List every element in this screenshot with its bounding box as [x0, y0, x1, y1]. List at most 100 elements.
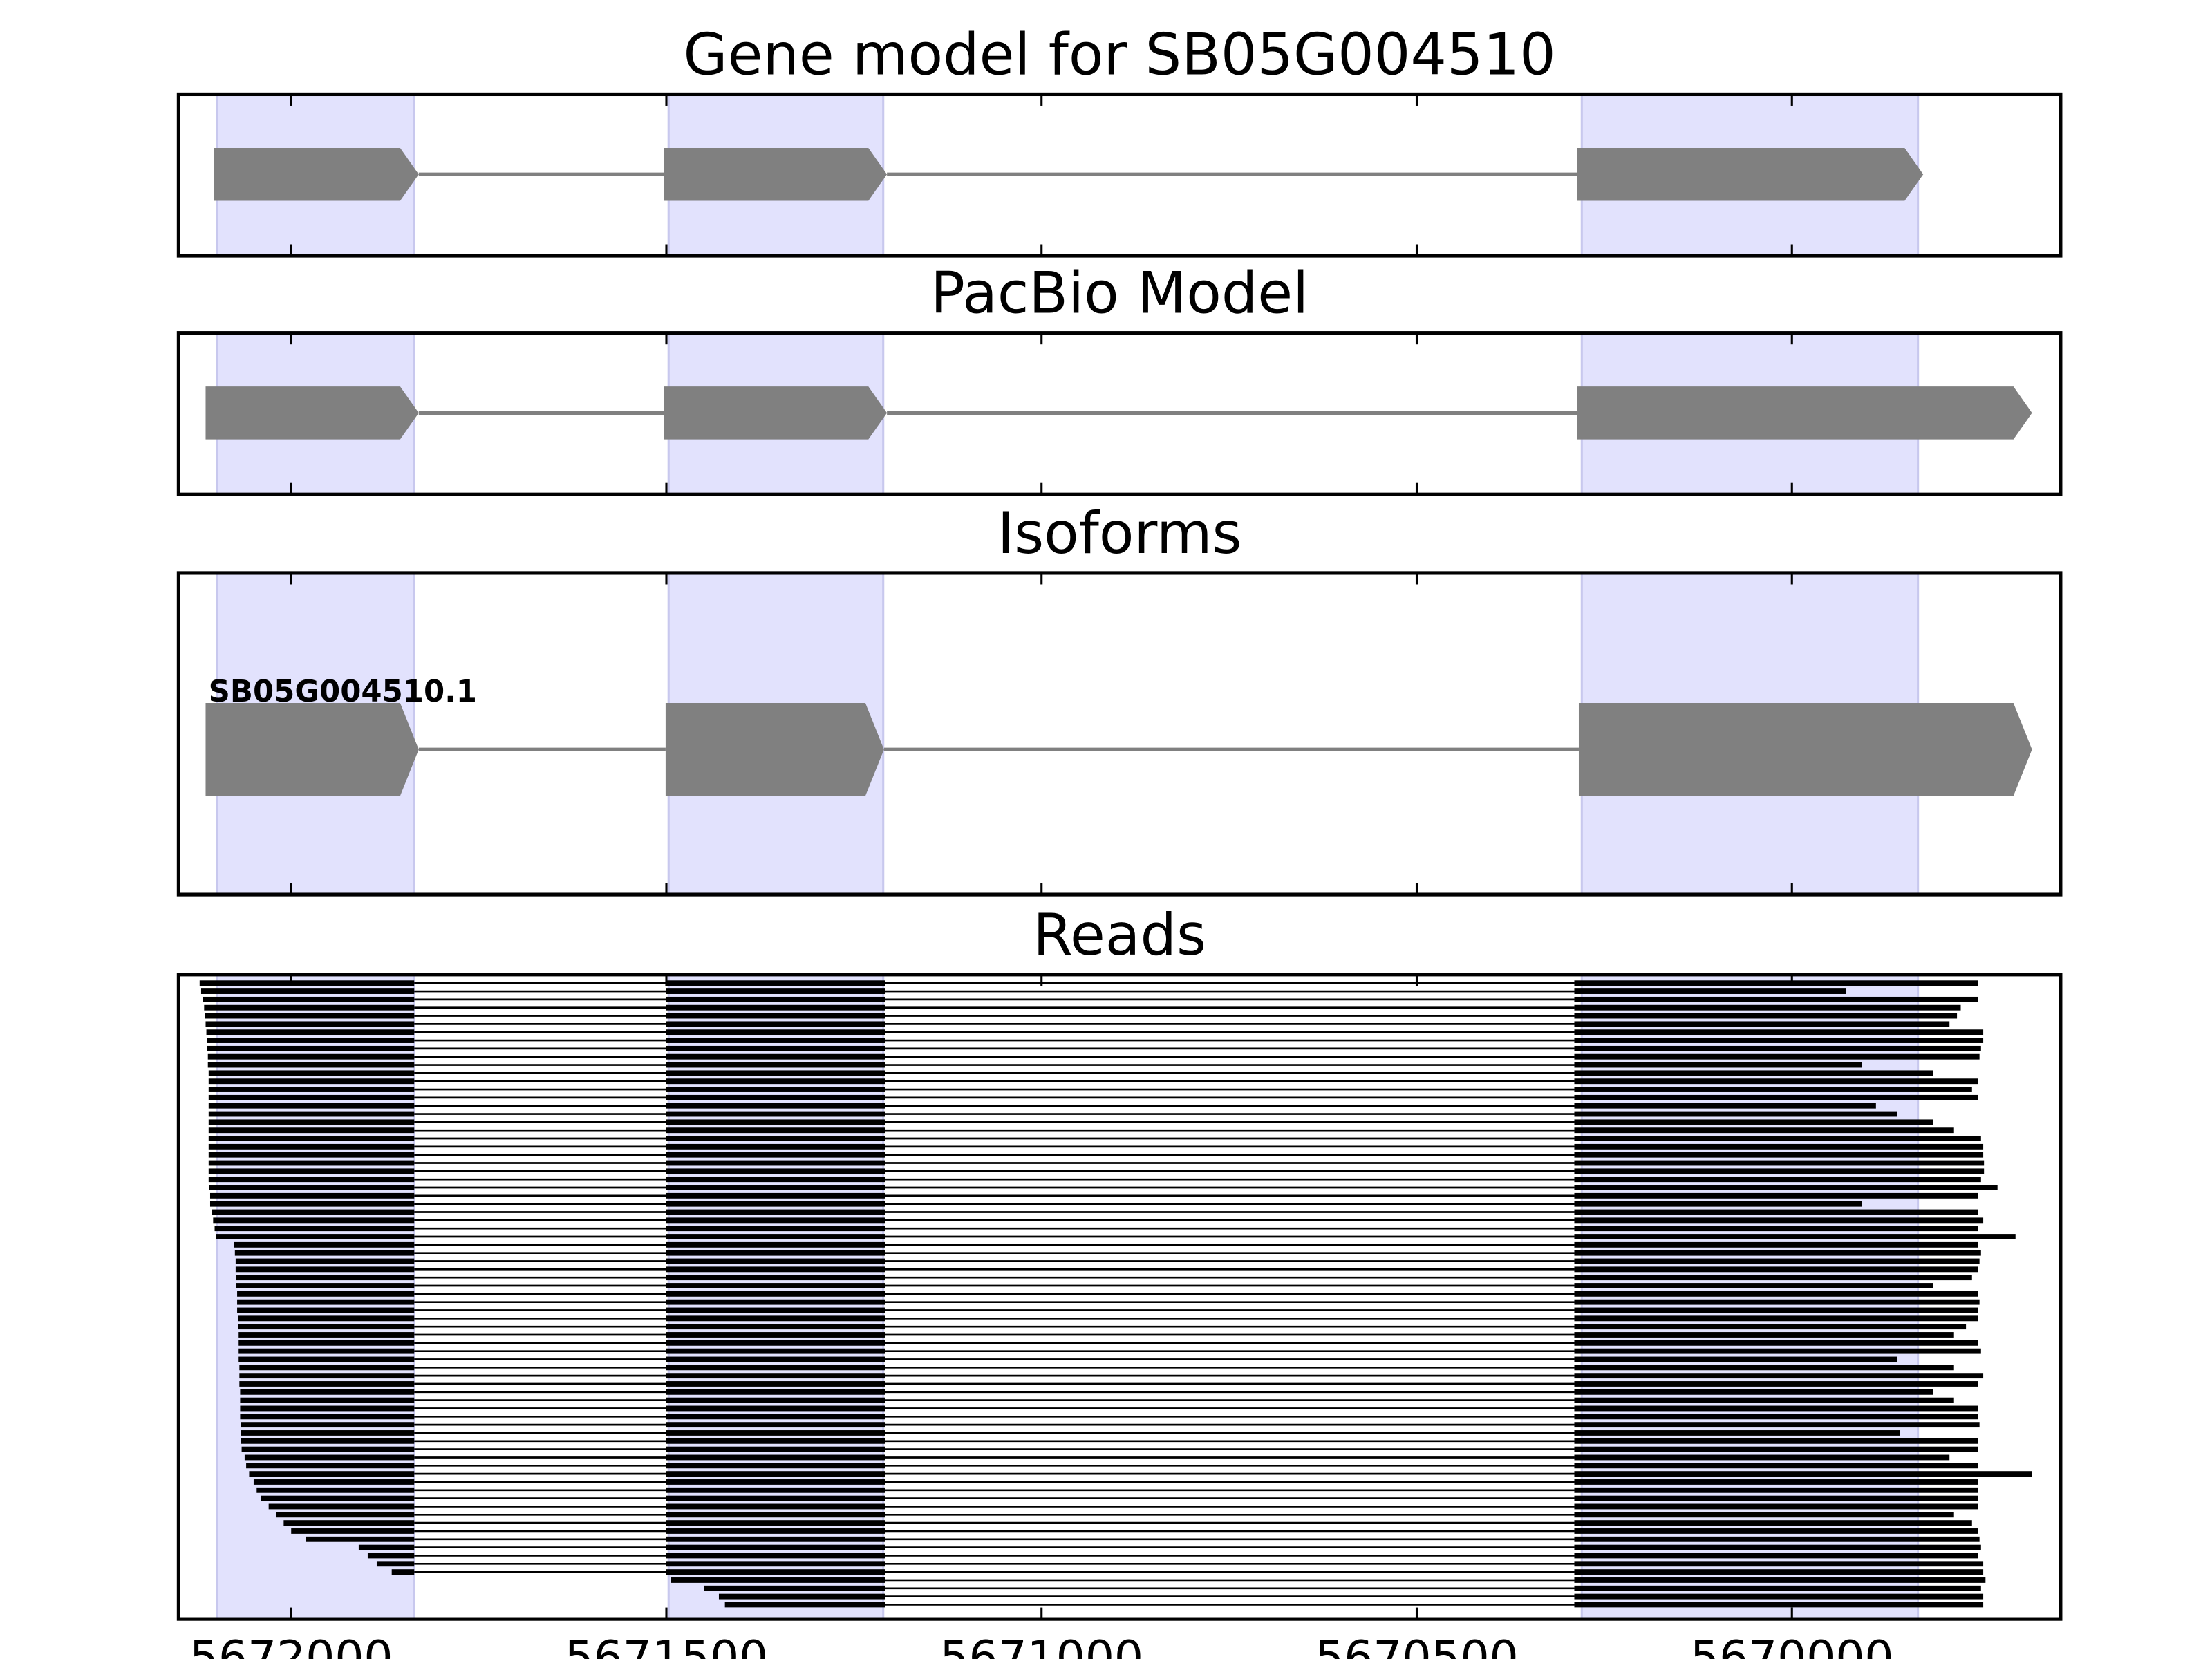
read-block — [1574, 1078, 1978, 1085]
read-block — [1574, 1119, 1933, 1125]
read-block — [1574, 1438, 1978, 1444]
read-block — [1574, 1038, 1984, 1043]
read-block — [1574, 980, 1978, 986]
read-block — [1574, 1422, 1980, 1428]
read-block — [666, 1520, 885, 1526]
read-block — [1574, 988, 1846, 994]
read-block — [1574, 1471, 2032, 1477]
read-block — [1574, 1348, 1981, 1354]
read-block — [1574, 1454, 1950, 1461]
read-block — [261, 1495, 415, 1501]
read-block — [666, 1004, 885, 1011]
read-block — [1574, 1226, 1978, 1232]
read-block — [1574, 996, 1978, 1002]
read-block — [207, 1053, 415, 1060]
read-block — [214, 1226, 415, 1232]
read-block — [1574, 1569, 1984, 1575]
x-tick-label: 5671500 — [565, 1631, 769, 1659]
read-block — [666, 1315, 885, 1322]
read-block — [666, 1185, 885, 1190]
read-block — [207, 1038, 415, 1043]
read-block — [1574, 1004, 1961, 1011]
read-block — [208, 1070, 415, 1076]
read-block — [666, 1021, 885, 1027]
read-block — [268, 1503, 415, 1510]
exon — [214, 147, 419, 201]
read-block — [241, 1438, 415, 1444]
read-block — [238, 1332, 415, 1338]
read-block — [666, 1013, 885, 1019]
exon — [1577, 386, 2032, 440]
read-block — [1574, 1013, 1958, 1019]
read-block — [1574, 1185, 1998, 1190]
read-block — [209, 1192, 415, 1199]
read-block — [1574, 1585, 1981, 1591]
read-block — [1574, 1365, 1954, 1371]
read-block — [666, 1561, 885, 1567]
read-block — [666, 1111, 885, 1117]
read-block — [666, 1471, 885, 1477]
read-block — [1574, 1373, 1984, 1379]
read-block — [666, 1569, 885, 1575]
read-block — [238, 1324, 415, 1330]
read-block — [666, 1160, 885, 1166]
read-block — [1574, 1495, 1978, 1501]
isoform-label: SB05G004510.1 — [209, 675, 477, 709]
panel-frame — [176, 973, 2063, 1621]
read-block — [1574, 1561, 1984, 1567]
read-block — [1574, 1209, 1978, 1215]
read-block — [666, 1348, 885, 1354]
read-block — [666, 988, 885, 994]
read-block — [213, 1217, 415, 1224]
read-block — [666, 980, 885, 986]
read-block — [208, 1078, 415, 1085]
read-block — [1574, 1340, 1978, 1346]
read-block — [237, 1307, 415, 1313]
read-block — [666, 1177, 885, 1183]
read-block — [666, 1209, 885, 1215]
read-block — [666, 1463, 885, 1469]
read-block — [239, 1373, 415, 1379]
x-tick-label: 5672000 — [189, 1631, 393, 1659]
read-block — [666, 1201, 885, 1207]
read-block — [1574, 1177, 1981, 1183]
read-block — [238, 1340, 415, 1346]
read-block — [246, 1463, 415, 1469]
read-block — [208, 1103, 415, 1109]
read-block — [1574, 1512, 1954, 1518]
read-block — [236, 1275, 415, 1281]
read-block — [666, 1192, 885, 1199]
read-block — [1574, 1241, 1978, 1248]
read-block — [1574, 1201, 1862, 1207]
read-block — [666, 1103, 885, 1109]
read-block — [204, 1004, 415, 1011]
read-block — [212, 1209, 415, 1215]
panel-title: Isoforms — [997, 500, 1242, 567]
read-block — [666, 1332, 885, 1338]
exon — [205, 386, 419, 440]
read-block — [666, 1266, 885, 1273]
panel-title: Gene model for SB05G004510 — [684, 21, 1556, 88]
read-block — [666, 1503, 885, 1510]
exon — [665, 703, 884, 796]
read-block — [1574, 1021, 1950, 1027]
read-block — [238, 1348, 415, 1354]
read-block — [208, 1119, 415, 1125]
read-block — [704, 1585, 885, 1591]
read-block — [1574, 1405, 1978, 1412]
read-block — [666, 1381, 885, 1387]
read-block — [666, 1168, 885, 1174]
read-block — [666, 1087, 885, 1092]
exon — [1577, 147, 1924, 201]
x-tick-label: 5670500 — [1315, 1631, 1519, 1659]
read-block — [1574, 1577, 1986, 1583]
read-block — [666, 1136, 885, 1141]
panel-frame — [176, 92, 2063, 258]
read-block — [1574, 1324, 1967, 1330]
read-block — [1574, 1479, 1978, 1485]
read-block — [666, 1258, 885, 1264]
read-block — [666, 1283, 885, 1288]
read-block — [666, 1045, 885, 1051]
read-block — [241, 1446, 415, 1452]
read-block — [666, 1438, 885, 1444]
